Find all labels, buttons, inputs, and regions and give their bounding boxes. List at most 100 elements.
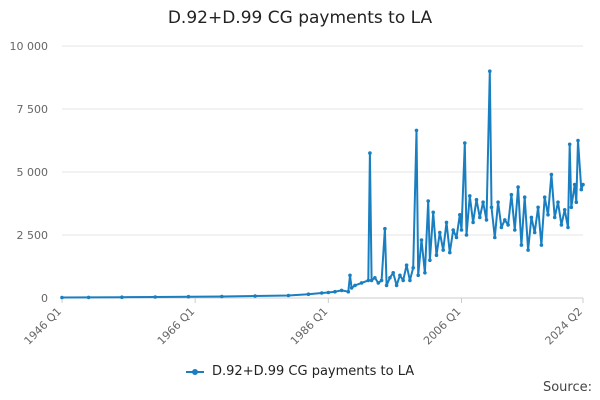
data-point[interactable] — [60, 295, 64, 300]
data-point[interactable] — [426, 199, 431, 203]
data-point[interactable] — [454, 235, 459, 240]
data-point[interactable] — [574, 200, 579, 204]
data-point[interactable] — [431, 210, 436, 215]
y-axis-ticks: 0 2 500 5 000 7 500 10 000 — [10, 40, 49, 305]
data-point[interactable] — [567, 142, 572, 147]
data-point[interactable] — [506, 223, 510, 227]
data-point[interactable] — [376, 281, 381, 285]
data-point[interactable] — [569, 205, 574, 210]
data-point[interactable] — [566, 225, 570, 230]
data-point[interactable] — [408, 278, 412, 283]
data-point[interactable] — [319, 291, 324, 295]
chart-title: D.92+D.99 CG payments to LA — [167, 8, 433, 28]
data-point[interactable] — [499, 225, 504, 230]
data-point[interactable] — [388, 276, 392, 280]
y-tick-label: 0 — [41, 292, 48, 305]
data-point[interactable] — [353, 283, 357, 288]
data-point[interactable] — [552, 215, 557, 220]
data-point[interactable] — [153, 295, 157, 299]
data-point[interactable] — [572, 182, 577, 187]
data-point[interactable] — [423, 271, 427, 275]
data-point[interactable] — [542, 195, 547, 199]
data-point[interactable] — [562, 208, 567, 212]
x-tick-label: 1986 Q1 — [288, 305, 331, 348]
data-point[interactable] — [373, 276, 377, 280]
data-point[interactable] — [451, 228, 456, 232]
data-point[interactable] — [526, 248, 530, 252]
data-point[interactable] — [286, 293, 291, 298]
data-point[interactable] — [384, 283, 389, 288]
data-point[interactable] — [368, 151, 372, 155]
data-point[interactable] — [576, 138, 580, 143]
data-point[interactable] — [464, 233, 469, 237]
legend-marker — [185, 367, 204, 377]
data-point[interactable] — [441, 248, 446, 252]
data-point[interactable] — [579, 187, 584, 192]
data-point[interactable] — [444, 220, 449, 225]
data-point[interactable] — [220, 294, 224, 299]
data-point[interactable] — [489, 205, 494, 210]
data-point[interactable] — [539, 243, 544, 247]
data-point[interactable] — [484, 218, 489, 222]
data-point[interactable] — [394, 283, 399, 288]
data-point[interactable] — [493, 235, 497, 240]
data-point[interactable] — [468, 194, 472, 198]
data-point[interactable] — [383, 226, 387, 231]
data-point[interactable] — [379, 278, 384, 283]
data-point[interactable] — [419, 238, 424, 242]
data-point[interactable] — [391, 271, 396, 275]
data-point[interactable] — [120, 295, 124, 300]
data-point[interactable] — [339, 288, 344, 293]
y-tick-label: 5 000 — [17, 166, 49, 179]
data-point[interactable] — [411, 266, 416, 270]
data-point[interactable] — [549, 172, 554, 177]
data-point[interactable] — [416, 273, 421, 278]
data-point[interactable] — [471, 220, 475, 225]
data-point[interactable] — [463, 141, 467, 145]
data-point[interactable] — [414, 128, 419, 133]
data-point[interactable] — [186, 294, 191, 299]
data-point[interactable] — [556, 200, 560, 204]
data-point[interactable] — [516, 185, 520, 189]
data-point[interactable] — [369, 278, 374, 283]
data-point[interactable] — [333, 289, 337, 294]
data-point[interactable] — [546, 213, 550, 217]
data-point[interactable] — [359, 281, 364, 285]
data-point[interactable] — [532, 230, 537, 235]
data-point[interactable] — [306, 292, 311, 297]
data-point[interactable] — [401, 278, 406, 283]
data-point[interactable] — [398, 273, 402, 278]
data-point[interactable] — [496, 200, 500, 204]
data-point[interactable] — [478, 215, 482, 220]
data-point[interactable] — [503, 218, 507, 222]
data-point[interactable] — [559, 223, 564, 227]
data-point[interactable] — [522, 195, 527, 199]
data-point[interactable] — [459, 228, 464, 232]
data-point[interactable] — [509, 192, 514, 197]
data-point[interactable] — [86, 295, 91, 300]
data-point[interactable] — [474, 197, 479, 202]
data-point[interactable] — [366, 278, 371, 283]
data-point[interactable] — [519, 243, 524, 247]
data-point[interactable] — [253, 294, 257, 298]
data-point[interactable] — [481, 200, 485, 204]
data-point[interactable] — [458, 213, 462, 217]
data-point[interactable] — [488, 69, 492, 73]
data-point[interactable] — [348, 273, 352, 278]
data-point[interactable] — [513, 228, 517, 232]
data-point[interactable] — [349, 286, 354, 290]
data-point[interactable] — [404, 263, 409, 268]
data-point[interactable] — [581, 182, 585, 187]
data-point[interactable] — [326, 290, 331, 295]
data-point[interactable] — [428, 258, 432, 263]
data-point[interactable] — [529, 215, 534, 220]
legend[interactable]: D.92+D.99 CG payments to LA — [0, 364, 600, 379]
data-point[interactable] — [346, 289, 351, 294]
x-axis-ticks: 1946 Q1 1966 Q1 1986 Q1 2006 Q1 2024 Q2 — [22, 298, 585, 348]
y-tick-label: 2 500 — [17, 229, 49, 242]
data-point[interactable] — [448, 250, 452, 255]
data-point[interactable] — [536, 205, 540, 210]
data-point[interactable] — [434, 253, 439, 257]
data-point[interactable] — [438, 230, 442, 235]
